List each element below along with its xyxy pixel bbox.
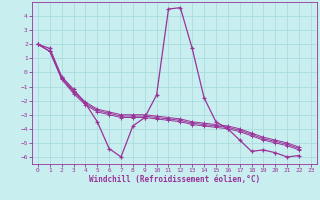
- X-axis label: Windchill (Refroidissement éolien,°C): Windchill (Refroidissement éolien,°C): [89, 175, 260, 184]
